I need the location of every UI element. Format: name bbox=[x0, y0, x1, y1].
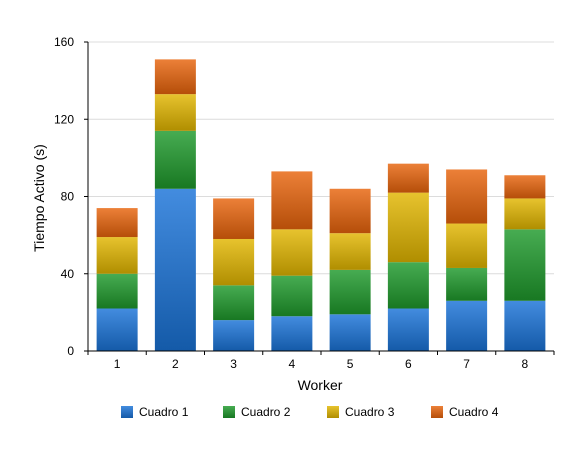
bar-segment-worker-5-series-1 bbox=[329, 314, 371, 351]
bar-segment-worker-1-series-1 bbox=[96, 308, 138, 351]
bar-segment-worker-5-series-3 bbox=[329, 233, 371, 270]
axes bbox=[84, 41, 555, 355]
bar-segment-worker-1-series-4 bbox=[96, 208, 138, 238]
x-tick-label: 2 bbox=[172, 357, 179, 371]
legend-label: Cuadro 2 bbox=[241, 405, 291, 419]
bar-segment-worker-4-series-1 bbox=[271, 316, 313, 351]
y-tick-labels: 0 40 80 120 160 bbox=[54, 35, 74, 358]
bars bbox=[96, 59, 546, 351]
bar-segment-worker-8-series-2 bbox=[504, 229, 546, 301]
bar-segment-worker-6-series-2 bbox=[387, 262, 429, 309]
x-tick-label: 3 bbox=[230, 357, 237, 371]
bar-segment-worker-3-series-3 bbox=[213, 238, 255, 286]
y-tick-label: 120 bbox=[54, 112, 74, 126]
y-tick-label: 80 bbox=[61, 190, 75, 204]
bar-segment-worker-4-series-3 bbox=[271, 229, 313, 276]
x-tick-label: 7 bbox=[463, 357, 470, 371]
bar-segment-worker-6-series-4 bbox=[387, 163, 429, 193]
x-tick-label: 6 bbox=[405, 357, 412, 371]
bar-segment-worker-3-series-2 bbox=[213, 285, 255, 321]
x-tick-label: 5 bbox=[347, 357, 354, 371]
y-tick-label: 40 bbox=[61, 267, 75, 281]
bar-segment-worker-6-series-3 bbox=[387, 192, 429, 263]
x-tick-label: 8 bbox=[522, 357, 529, 371]
y-axis-title: Tiempo Activo (s) bbox=[31, 144, 47, 252]
bar-segment-worker-5-series-4 bbox=[329, 188, 371, 234]
legend: Cuadro 1 Cuadro 2 Cuadro 3 Cuadro 4 bbox=[121, 405, 499, 419]
bar-segment-worker-8-series-4 bbox=[504, 175, 546, 199]
y-tick-label: 160 bbox=[54, 35, 74, 49]
bar-segment-worker-2-series-2 bbox=[154, 130, 196, 189]
bar-segment-worker-7-series-3 bbox=[446, 223, 488, 268]
legend-swatch bbox=[223, 406, 235, 418]
bar-segment-worker-5-series-2 bbox=[329, 269, 371, 315]
legend-label: Cuadro 3 bbox=[345, 405, 395, 419]
bar-segment-worker-4-series-2 bbox=[271, 275, 313, 317]
bar-segment-worker-3-series-1 bbox=[213, 320, 255, 351]
bar-segment-worker-4-series-4 bbox=[271, 171, 313, 230]
bar-segment-worker-7-series-4 bbox=[446, 169, 488, 224]
bar-segment-worker-8-series-3 bbox=[504, 198, 546, 230]
bar-segment-worker-2-series-4 bbox=[154, 59, 196, 95]
bar-segment-worker-6-series-1 bbox=[387, 308, 429, 351]
legend-label: Cuadro 1 bbox=[139, 405, 189, 419]
bar-segment-worker-3-series-4 bbox=[213, 198, 255, 239]
bar-segment-worker-8-series-1 bbox=[504, 300, 546, 351]
bar-segment-worker-1-series-2 bbox=[96, 273, 138, 309]
x-tick-label: 4 bbox=[289, 357, 296, 371]
x-axis-title: Worker bbox=[298, 377, 343, 393]
legend-swatch bbox=[431, 406, 443, 418]
y-tick-label: 0 bbox=[67, 344, 74, 358]
legend-swatch bbox=[327, 406, 339, 418]
bar-segment-worker-2-series-1 bbox=[154, 188, 196, 351]
x-tick-labels: 1 2 3 4 5 6 7 8 bbox=[114, 357, 529, 371]
legend-swatch bbox=[121, 406, 133, 418]
bar-segment-worker-7-series-1 bbox=[446, 300, 488, 351]
bar-segment-worker-1-series-3 bbox=[96, 237, 138, 274]
legend-label: Cuadro 4 bbox=[449, 405, 499, 419]
bar-segment-worker-7-series-2 bbox=[446, 267, 488, 301]
x-tick-label: 1 bbox=[114, 357, 121, 371]
bar-segment-worker-2-series-3 bbox=[154, 94, 196, 131]
